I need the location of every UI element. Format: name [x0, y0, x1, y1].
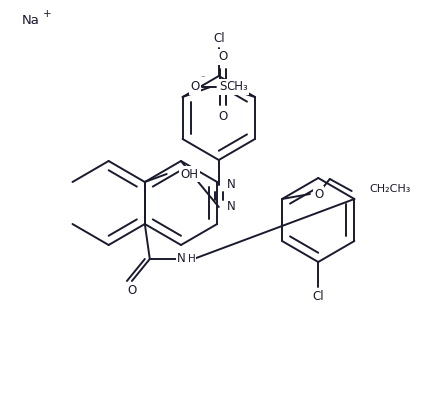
- Text: CH₃: CH₃: [226, 80, 248, 94]
- Text: O: O: [127, 285, 137, 297]
- Text: ⁻: ⁻: [201, 74, 206, 84]
- Text: S: S: [219, 80, 227, 94]
- Text: Cl: Cl: [312, 291, 324, 304]
- Text: N: N: [227, 201, 235, 213]
- Text: O: O: [219, 51, 228, 64]
- Text: H: H: [188, 254, 195, 264]
- Text: N: N: [177, 252, 185, 265]
- Text: +: +: [43, 9, 51, 19]
- Text: CH₂CH₃: CH₂CH₃: [370, 184, 411, 194]
- Text: O: O: [191, 80, 200, 94]
- Text: Na: Na: [22, 14, 40, 27]
- Text: OH: OH: [181, 168, 199, 181]
- Text: Cl: Cl: [213, 31, 225, 45]
- Text: N: N: [227, 178, 235, 191]
- Text: O: O: [314, 187, 323, 201]
- Text: O: O: [219, 111, 228, 123]
